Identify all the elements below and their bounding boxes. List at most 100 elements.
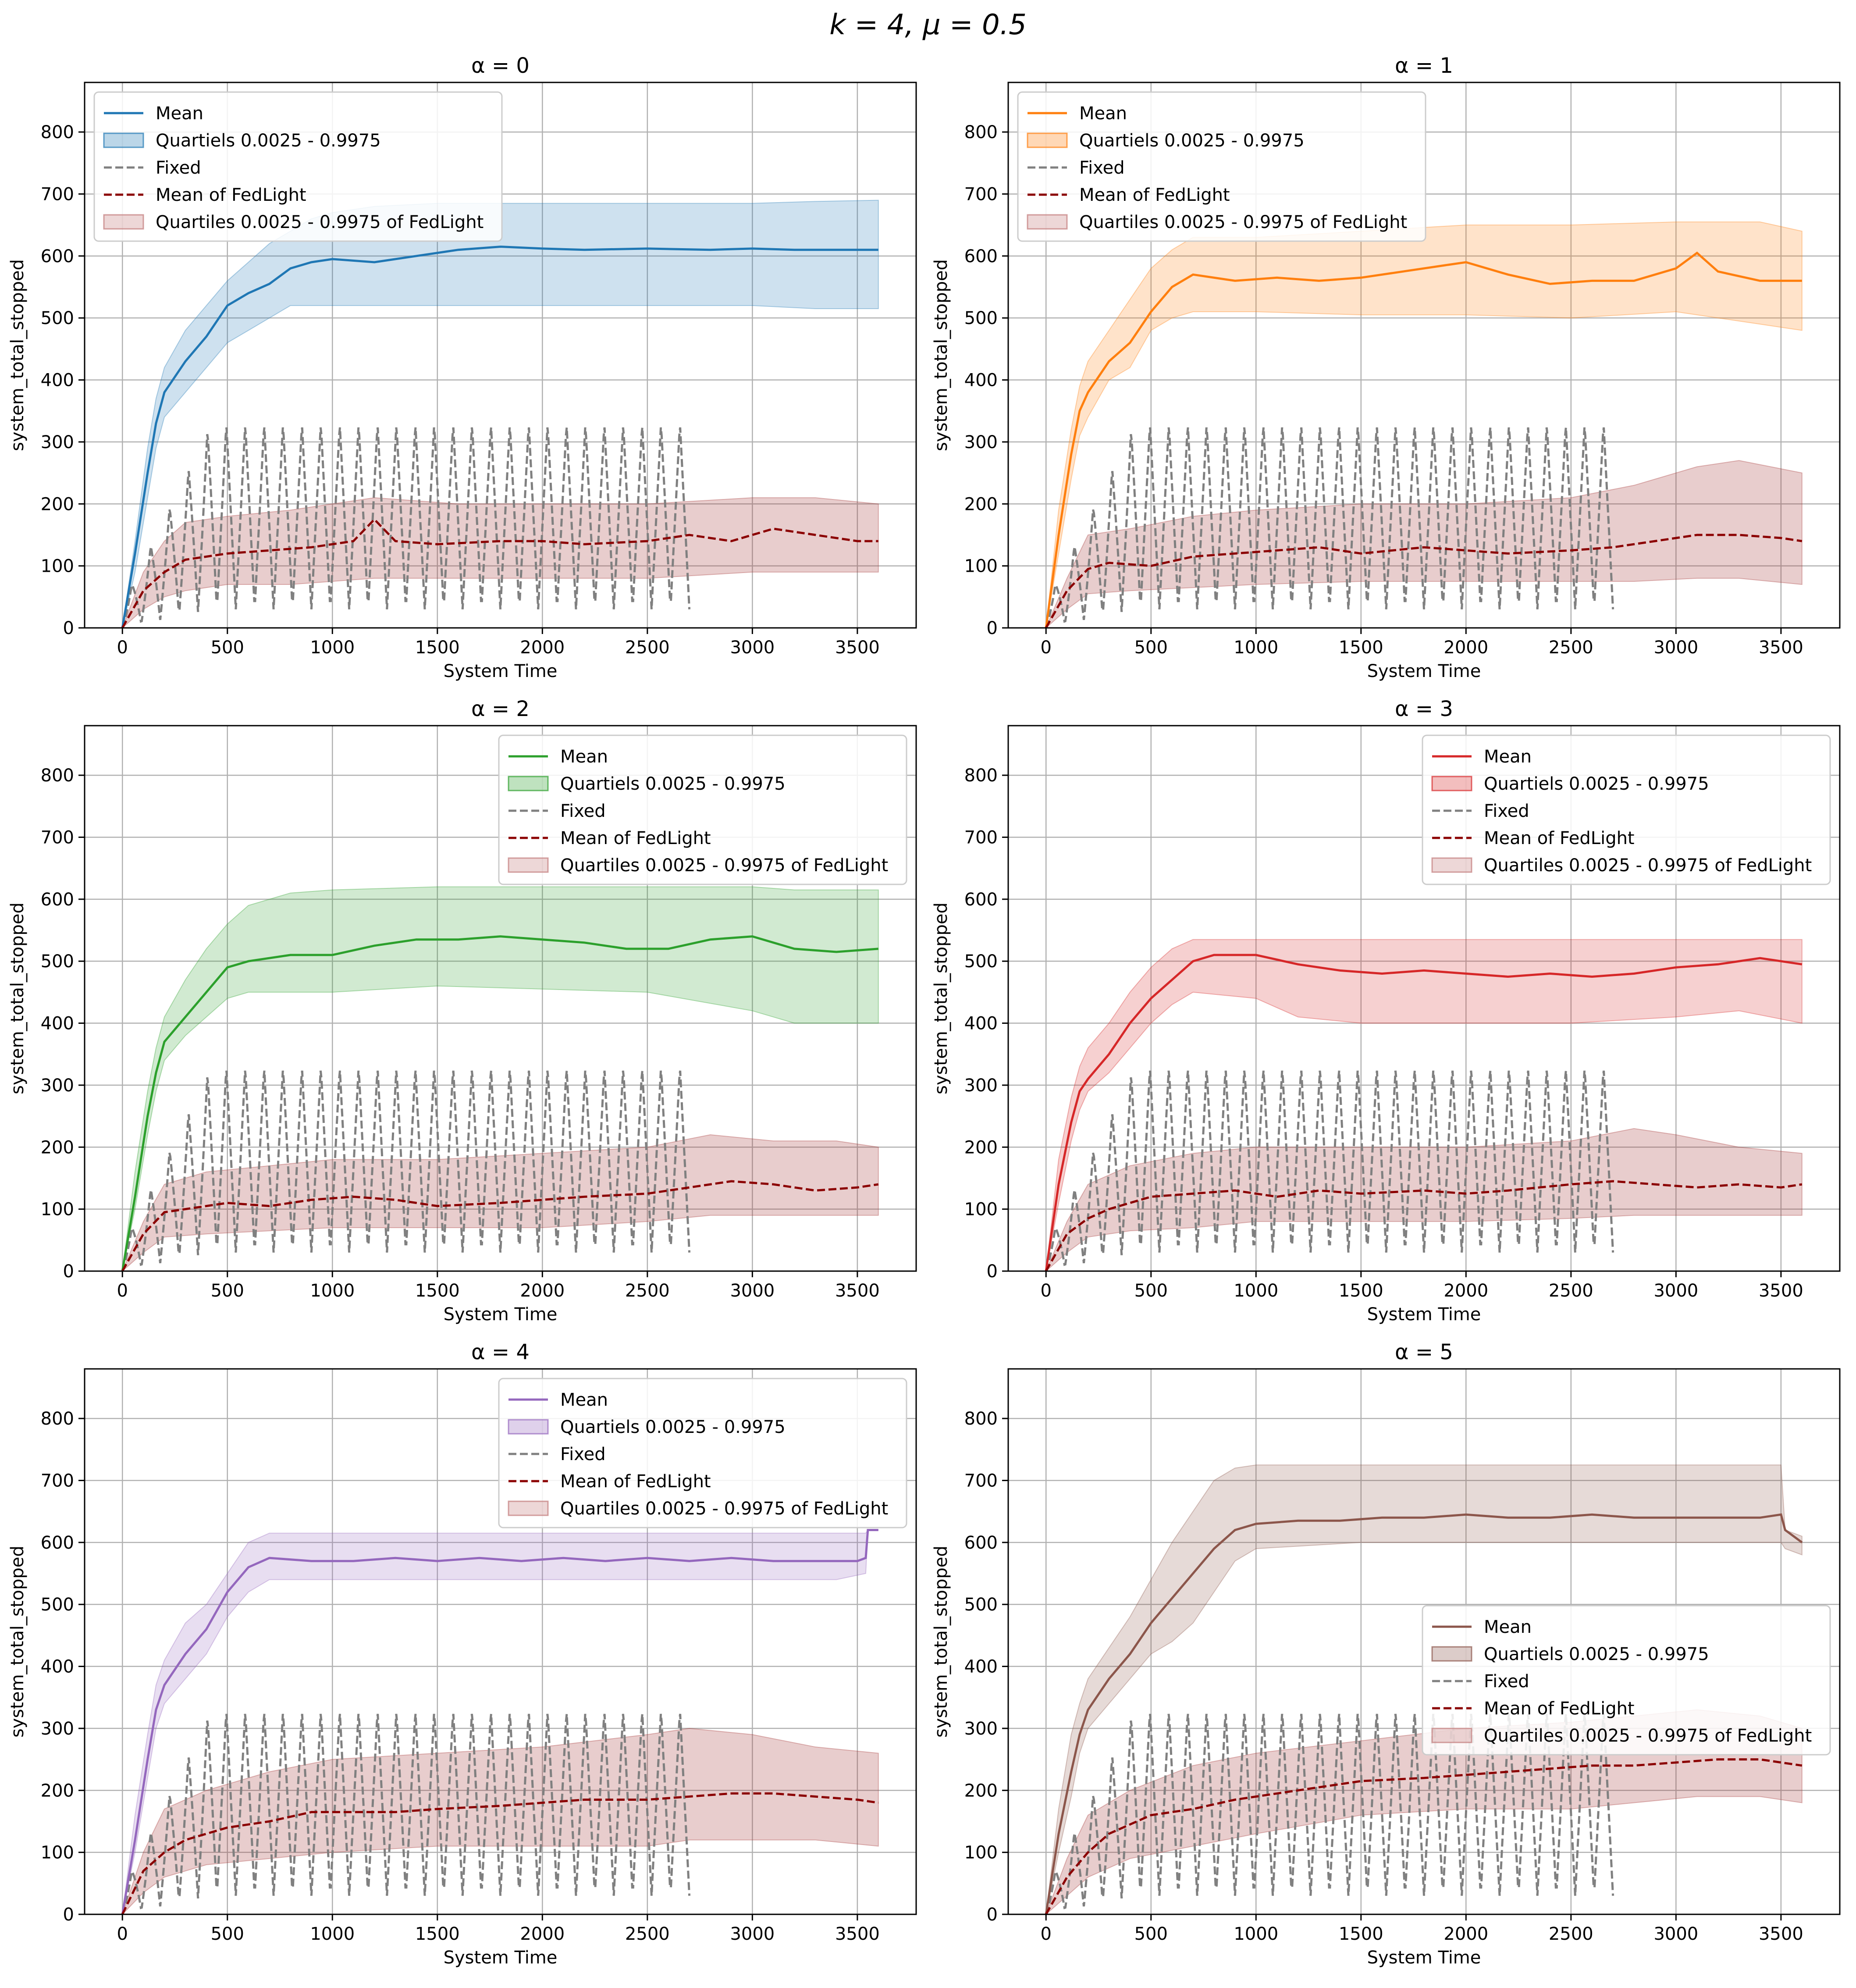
legend-fedlight-quartiles-swatch: [508, 857, 549, 873]
y-axis-label: system_total_stopped: [931, 259, 951, 451]
axes-frame: [1007, 725, 1841, 1272]
y-tick-label: 0: [987, 1905, 998, 1925]
x-tick-label: 3500: [1759, 1281, 1803, 1301]
legend-fixed-label: Fixed: [560, 801, 606, 821]
subplot-title: α = 0: [471, 53, 530, 78]
axes-frame: [84, 82, 917, 629]
legend: Mean Quartiels 0.0025 - 0.9975 Fixed Mean o…: [1422, 734, 1831, 885]
mean-series-line: [1045, 251, 1802, 628]
x-tick-label: 0: [117, 1924, 128, 1944]
x-tick-label: 2000: [520, 638, 565, 658]
y-tick-label: 700: [41, 1471, 74, 1491]
legend-box: [93, 91, 503, 242]
fedlight-mean-line: [121, 1180, 879, 1271]
legend-quartiles-swatch: [1027, 132, 1068, 148]
legend-quartiles-swatch: [508, 776, 549, 791]
legend-fedlight-mean-label: Mean of FedLight: [560, 828, 711, 848]
x-tick-label: 1500: [1339, 1281, 1383, 1301]
y-tick-label: 100: [964, 1843, 998, 1863]
subplot-1: 0 500 1000 1500 2000 2500 3000 3500 0 100 200 300 40…: [931, 53, 1841, 681]
y-tick-label: 800: [964, 1409, 998, 1429]
x-tick-label: 500: [1134, 1281, 1168, 1301]
x-tick-label: 0: [1041, 1281, 1052, 1301]
legend-fedlight-quartiles-swatch: [1027, 214, 1068, 230]
y-tick-label: 600: [964, 246, 998, 267]
subplot-4-plot-area: [121, 1529, 879, 1914]
fedlight-mean-line: [1045, 534, 1803, 628]
axes-frame: [1007, 82, 1841, 629]
legend-fedlight-quartiles-label: Quartiles 0.0025 - 0.9975 of FedLight: [1484, 855, 1812, 876]
figure-suptitle: k = 4, μ = 0.5: [829, 9, 1027, 41]
subplot-4: 0 500 1000 1500 2000 2500 3000 3500 0 100 200 300 40…: [7, 1340, 917, 1968]
y-tick-label: 400: [41, 371, 74, 391]
y-tick-label: 400: [41, 1014, 74, 1034]
legend-box: [1422, 1605, 1831, 1756]
y-axis-label: system_total_stopped: [7, 259, 28, 451]
fedlight-mean-line: [121, 518, 878, 628]
subplot-5-plot-area: [1045, 1464, 1803, 1914]
x-tick-label: 3000: [1653, 1924, 1698, 1944]
x-tick-label: 0: [117, 638, 128, 658]
y-axis-label: system_total_stopped: [7, 902, 28, 1094]
legend-quartiles-label: Quartiels 0.0025 - 0.9975: [1484, 1644, 1709, 1664]
legend-mean-label: Mean: [560, 747, 608, 767]
y-tick-label: 100: [41, 1200, 74, 1220]
mean-series-line: [121, 246, 878, 628]
legend-box: [498, 734, 907, 885]
x-tick-label: 500: [211, 1924, 244, 1944]
subplot-grid: 0 500 1000 1500 2000 2500 3000 3500010020030040…: [7, 53, 1841, 1968]
x-tick-label: 3500: [835, 1281, 880, 1301]
legend-fedlight-quartiles-label: Quartiles 0.0025 - 0.9975 of FedLight: [1484, 1726, 1812, 1746]
x-axis-label: System Time: [444, 1304, 558, 1325]
x-axis-label: System Time: [1367, 1948, 1481, 1968]
x-tick-label: 3000: [1653, 638, 1698, 658]
x-tick-label: 1500: [415, 1281, 460, 1301]
y-tick-label: 0: [987, 618, 998, 638]
legend: Mean Quartiels 0.0025 - 0.9975 Fixed Mean o…: [1422, 1605, 1831, 1756]
legend-mean-label: Mean: [1484, 1617, 1532, 1637]
legend-quartiles-label: Quartiels 0.0025 - 0.9975: [156, 131, 381, 151]
x-tick-label: 1500: [1339, 638, 1383, 658]
mean-series-line: [121, 935, 878, 1271]
x-tick-label: 0: [1041, 638, 1052, 658]
y-tick-label: 700: [964, 1471, 998, 1491]
quartile-band: [122, 200, 879, 628]
x-tick-label: 1000: [310, 1924, 355, 1944]
legend-fedlight-mean-label: Mean of FedLight: [156, 185, 306, 205]
subplot-title: α = 4: [471, 1340, 530, 1365]
y-tick-label: 300: [964, 432, 998, 452]
x-tick-label: 2500: [625, 1281, 670, 1301]
fedlight-mean-line: [121, 1792, 879, 1914]
y-axis-label: system_total_stopped: [7, 1546, 28, 1738]
y-tick-label: 800: [964, 766, 998, 786]
x-axis-label: System Time: [444, 661, 558, 681]
legend-fedlight-quartiles-label: Quartiles 0.0025 - 0.9975 of FedLight: [1079, 212, 1407, 232]
y-tick-label: 600: [964, 890, 998, 910]
x-tick-label: 1500: [415, 1924, 460, 1944]
legend-quartiles-swatch: [1431, 1646, 1472, 1662]
y-tick-label: 700: [964, 827, 998, 848]
subplot-title: α = 5: [1395, 1340, 1453, 1365]
y-axis-label: system_total_stopped: [931, 1546, 951, 1738]
legend: Mean Quartiels 0.0025 - 0.9975 Fixed Mean o…: [93, 91, 503, 242]
y-tick-label: 500: [41, 951, 74, 972]
y-axis-label: system_total_stopped: [931, 902, 951, 1094]
legend-quartiles-swatch: [1431, 776, 1472, 791]
y-tick-label: 600: [964, 1533, 998, 1553]
x-tick-label: 3000: [1653, 1281, 1698, 1301]
y-tick-label: 800: [41, 766, 74, 786]
x-tick-label: 2000: [1444, 1924, 1488, 1944]
y-tick-label: 600: [41, 246, 74, 267]
fixed-series-line: [121, 1070, 691, 1271]
y-tick-label: 500: [964, 951, 998, 972]
y-tick-label: 400: [964, 1657, 998, 1677]
legend-mean-label: Mean: [1079, 103, 1127, 124]
y-tick-label: 100: [964, 556, 998, 577]
legend-fedlight-quartiles-swatch: [103, 214, 144, 230]
x-tick-label: 2500: [625, 1924, 670, 1944]
legend-quartiles-label: Quartiels 0.0025 - 0.9975: [560, 1417, 786, 1437]
x-tick-label: 2500: [1549, 1281, 1593, 1301]
x-tick-label: 2500: [1549, 638, 1593, 658]
legend: Mean Quartiels 0.0025 - 0.9975 Fixed Mean o…: [498, 1378, 907, 1528]
x-tick-label: 500: [211, 638, 244, 658]
